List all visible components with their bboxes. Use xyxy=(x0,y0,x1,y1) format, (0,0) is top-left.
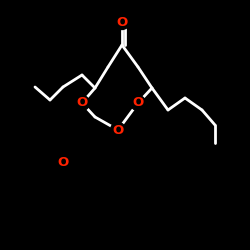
Text: O: O xyxy=(112,124,124,136)
Circle shape xyxy=(114,14,130,30)
Text: O: O xyxy=(132,96,143,110)
Circle shape xyxy=(56,156,70,170)
Circle shape xyxy=(130,96,146,110)
Text: O: O xyxy=(116,16,128,28)
Circle shape xyxy=(74,96,90,110)
Text: O: O xyxy=(76,96,88,110)
Circle shape xyxy=(110,122,126,138)
Text: O: O xyxy=(58,156,68,170)
